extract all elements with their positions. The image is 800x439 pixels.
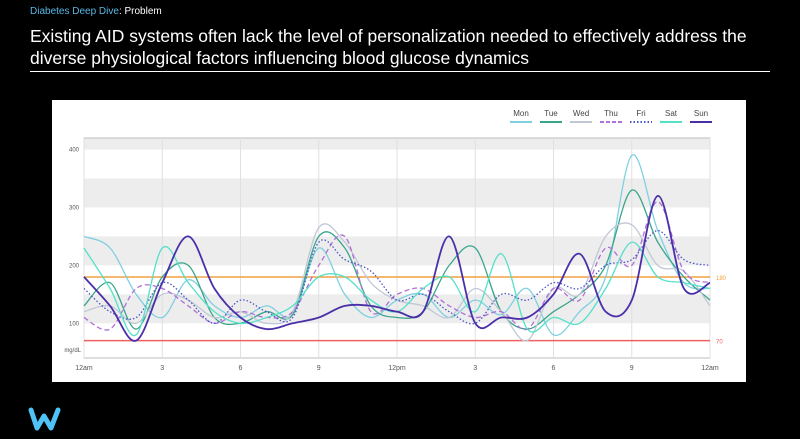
x-tick-label: 9 [630,365,634,372]
series-line-sun [83,194,711,342]
legend-label-sat: Sat [665,109,678,118]
legend-label-wed: Wed [573,109,589,118]
slide-headline: Existing AID systems often lack the leve… [30,26,747,68]
series-line-mon [83,154,711,336]
x-tick-label: 6 [239,365,243,372]
series-line-tue [83,189,711,330]
x-tick-label: 12pm [388,365,406,372]
y-tick-label: 200 [69,263,80,269]
legend-label-fri: Fri [636,109,646,118]
x-tick-label: 3 [160,365,164,372]
series-line-fri [83,229,711,325]
y-tick-label: 100 [69,321,80,327]
y-tick-label: 400 [69,148,80,154]
x-tick-label: 12am [701,365,719,372]
y-axis-unit-label: mg/dL [64,348,81,354]
glucose-weekly-chart: 180 70 100 200 300 400 mg/dL 12am 3 6 9 12pm 3 6 9 12am… [64,109,727,372]
breadcrumb-page: Problem [124,6,162,17]
breadcrumb: Diabetes Deep Dive: Problem [30,6,162,17]
legend-label-sun: Sun [694,109,708,118]
w-logo-icon [28,407,61,431]
glucose-chart-panel: 180 70 100 200 300 400 mg/dL 12am 3 6 9 12pm 3 6 9 12am… [52,100,746,382]
threshold-label-180: 180 [716,276,727,282]
legend-label-thu: Thu [604,109,618,118]
threshold-label-70: 70 [716,340,723,346]
x-tick-label: 6 [552,365,556,372]
series-line-thu [83,201,711,331]
x-tick-label: 12am [75,365,93,372]
y-tick-label: 300 [69,205,80,211]
breadcrumb-section: Diabetes Deep Dive [30,6,119,17]
breadcrumb-separator: : [118,6,122,17]
headline-divider [30,71,770,72]
x-tick-label: 9 [317,365,321,372]
legend-label-tue: Tue [544,109,558,118]
x-tick-label: 3 [473,365,477,372]
brand-logo [28,405,62,438]
legend-label-mon: Mon [513,109,529,118]
